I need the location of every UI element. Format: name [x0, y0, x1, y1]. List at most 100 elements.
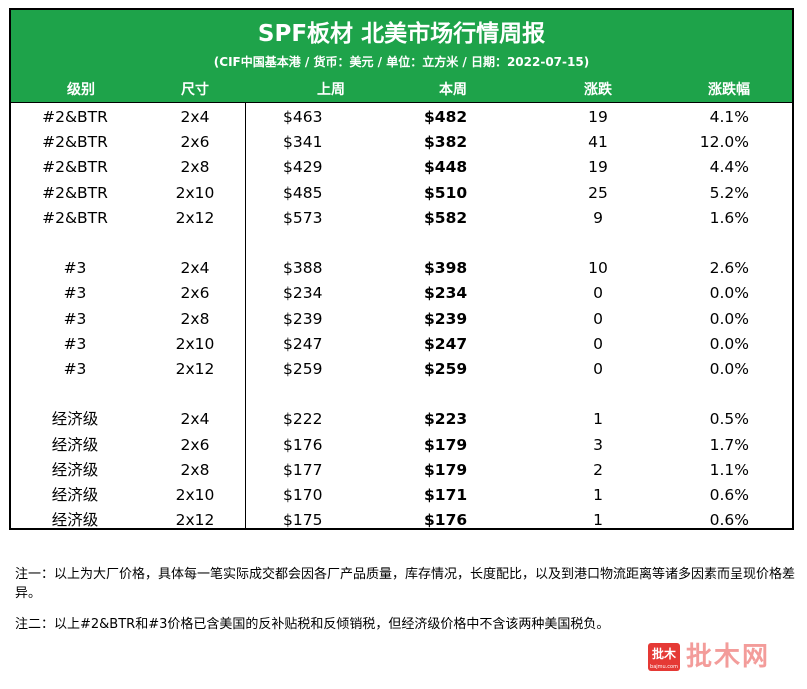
change-cell: 0: [593, 309, 603, 328]
site-watermark: 批木网: [686, 642, 771, 672]
grade-cell: #2&BTR: [42, 208, 108, 227]
grade-cell: #2&BTR: [42, 158, 108, 177]
this-week-cell: $171: [424, 486, 468, 504]
column-header-change: 涨跌: [584, 82, 612, 98]
last-week-cell: $170: [283, 486, 323, 504]
change-cell: 19: [588, 108, 608, 126]
change-pct-cell: 2.6%: [709, 259, 749, 278]
column-divider: [245, 102, 246, 528]
grade-cell: 经济级: [51, 460, 99, 479]
size-cell: 2x8: [180, 158, 210, 177]
site-logo-text: 批木: [651, 647, 676, 661]
report-subtitle: (CIF中国基本港 / 货币：美元 / 单位：立方米 / 日期：2022-07-…: [213, 55, 590, 69]
change-cell: 3: [593, 435, 603, 454]
this-week-cell: $398: [424, 259, 468, 278]
change-pct-cell: 0.0%: [709, 334, 749, 353]
grade-cell: 经济级: [51, 435, 99, 454]
table-header: SPF板材 北美市场行情周报 (CIF中国基本港 / 货币：美元 / 单位：立方…: [11, 10, 792, 102]
this-week-cell: $179: [424, 460, 468, 479]
change-cell: 25: [588, 183, 608, 202]
last-week-cell: $239: [283, 309, 323, 328]
grade-cell: #3: [63, 259, 87, 278]
note-2: 注二：以上#2&BTR和#3价格已含美国的反补贴税和反倾销税，但经济级价格中不含…: [15, 617, 610, 632]
change-pct-cell: 1.7%: [709, 435, 749, 454]
grade-cell: 经济级: [51, 511, 99, 530]
grade-cell: #3: [63, 334, 87, 353]
grade-cell: #3: [63, 360, 87, 378]
change-cell: 0: [593, 284, 603, 303]
last-week-cell: $259: [283, 360, 323, 378]
size-cell: 2x12: [175, 360, 215, 378]
change-pct-cell: 0.5%: [709, 410, 749, 429]
grade-cell: #3: [63, 309, 87, 328]
change-pct-cell: 4.4%: [709, 158, 749, 177]
change-pct-cell: 0.0%: [709, 360, 749, 378]
change-cell: 9: [593, 208, 603, 227]
size-cell: 2x6: [180, 435, 210, 454]
column-header-change-pct: 涨跌幅: [708, 82, 750, 98]
this-week-cell: $482: [424, 108, 468, 126]
last-week-cell: $175: [283, 511, 323, 530]
change-cell: 2: [593, 460, 603, 479]
size-cell: 2x10: [175, 486, 215, 504]
grade-cell: #2&BTR: [42, 133, 108, 152]
column-header-this-week: 本周: [439, 82, 467, 98]
this-week-cell: $179: [424, 435, 468, 454]
last-week-cell: $222: [283, 410, 323, 429]
grade-cell: 经济级: [51, 486, 99, 504]
size-cell: 2x12: [175, 208, 215, 227]
column-header-size: 尺寸: [181, 82, 209, 98]
last-week-cell: $247: [283, 334, 323, 353]
this-week-cell: $259: [424, 360, 468, 378]
this-week-cell: $176: [424, 511, 468, 530]
this-week-cell: $448: [424, 158, 468, 177]
size-cell: 2x10: [175, 183, 215, 202]
last-week-cell: $176: [283, 435, 323, 454]
last-week-cell: $485: [283, 183, 323, 202]
change-pct-cell: 0.6%: [709, 511, 749, 530]
last-week-cell: $341: [283, 133, 323, 152]
change-pct-cell: 1.1%: [709, 460, 749, 479]
last-week-cell: $234: [283, 284, 323, 303]
this-week-cell: $510: [424, 183, 468, 202]
change-cell: 19: [588, 158, 608, 177]
last-week-cell: $463: [283, 108, 323, 126]
this-week-cell: $582: [424, 208, 468, 227]
change-cell: 1: [593, 511, 603, 530]
change-pct-cell: 0.0%: [709, 284, 749, 303]
change-pct-cell: 0.6%: [709, 486, 749, 504]
this-week-cell: $239: [424, 309, 468, 328]
report-title: SPF板材 北美市场行情周报: [257, 21, 546, 47]
change-pct-cell: 1.6%: [709, 208, 749, 227]
this-week-cell: $247: [424, 334, 468, 353]
change-pct-cell: 12.0%: [699, 133, 749, 152]
size-cell: 2x6: [180, 284, 210, 303]
size-cell: 2x4: [180, 410, 210, 429]
change-cell: 41: [588, 133, 608, 152]
this-week-cell: $223: [424, 410, 468, 429]
last-week-cell: $573: [283, 208, 323, 227]
grade-cell: #2&BTR: [42, 183, 108, 202]
change-pct-cell: 0.0%: [709, 309, 749, 328]
last-week-cell: $177: [283, 460, 323, 479]
size-cell: 2x10: [175, 334, 215, 353]
price-table: SPF板材 北美市场行情周报 (CIF中国基本港 / 货币：美元 / 单位：立方…: [9, 8, 794, 530]
last-week-cell: $429: [283, 158, 323, 177]
last-week-cell: $388: [283, 259, 323, 278]
change-cell: 0: [593, 334, 603, 353]
change-pct-cell: 4.1%: [709, 108, 749, 126]
column-header-grade: 级别: [67, 82, 95, 98]
size-cell: 2x6: [180, 133, 210, 152]
header-divider: [11, 102, 792, 103]
site-logo: 批木 bajmu.com: [648, 643, 680, 671]
change-cell: 10: [588, 259, 608, 278]
size-cell: 2x8: [180, 309, 210, 328]
size-cell: 2x8: [180, 460, 210, 479]
change-pct-cell: 5.2%: [709, 183, 749, 202]
change-cell: 1: [593, 410, 603, 429]
change-cell: 1: [593, 486, 603, 504]
size-cell: 2x4: [180, 108, 210, 126]
change-cell: 0: [593, 360, 603, 378]
grade-cell: #2&BTR: [42, 108, 108, 126]
site-logo-subtext: bajmu.com: [650, 664, 678, 670]
